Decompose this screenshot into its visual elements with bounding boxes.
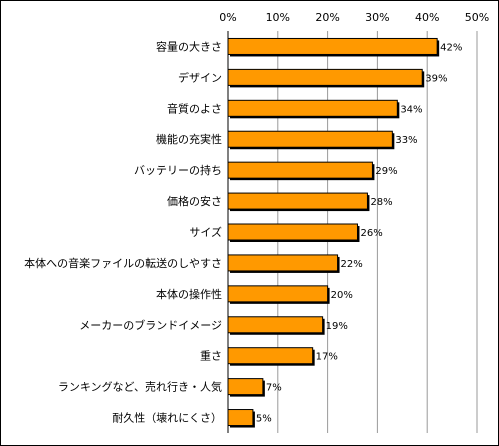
- data-label: 22%: [341, 259, 363, 270]
- x-tick-label: 20%: [315, 11, 339, 24]
- x-tick-label: 50%: [465, 11, 489, 24]
- category-label: 本体の操作性: [156, 287, 222, 301]
- category-label: 機能の充実性: [156, 132, 222, 146]
- x-tick-label: 30%: [365, 11, 389, 24]
- bar: [227, 285, 329, 303]
- bar: [227, 347, 314, 365]
- data-label: 20%: [331, 290, 353, 301]
- bar-layer: [227, 37, 440, 428]
- bar: [227, 99, 398, 117]
- bar: [227, 37, 438, 55]
- category-label: 価格の安さ: [167, 194, 222, 208]
- category-label: バッテリーの持ち: [134, 163, 222, 177]
- category-label: メーカーのブランドイメージ: [79, 318, 222, 332]
- data-label: 39%: [425, 73, 447, 84]
- category-label: 耐久性（壊れにくさ）: [112, 411, 222, 425]
- bar: [227, 316, 324, 334]
- category-label: 容量の大きさ: [156, 39, 222, 53]
- data-label: 33%: [395, 135, 417, 146]
- bar: [227, 409, 254, 427]
- x-tick-label: 40%: [415, 11, 439, 24]
- data-label: 34%: [400, 104, 422, 115]
- grid-layer: [277, 31, 478, 433]
- bar: [227, 130, 393, 148]
- bar: [227, 223, 358, 241]
- x-tick-label: 0%: [219, 11, 236, 24]
- data-labels: 42% 39% 34% 33% 29% 28% 26% 22% 20% 19% 17% 7% 5%: [256, 42, 462, 424]
- data-label: 26%: [360, 228, 382, 239]
- category-label: 本体への音楽ファイルの転送のしやすさ: [24, 256, 222, 270]
- category-label: 重さ: [200, 349, 222, 363]
- data-label: 5%: [256, 414, 272, 425]
- data-label: 19%: [326, 321, 348, 332]
- data-label: 42%: [440, 42, 462, 53]
- data-label: 28%: [370, 197, 392, 208]
- category-label: サイズ: [189, 225, 222, 239]
- bar: [227, 378, 264, 396]
- category-label: ランキングなど、売れ行き・人気: [58, 380, 222, 394]
- category-labels: 容量の大きさデザイン音質のよさ機能の充実性バッテリーの持ち価格の安さサイズ本体へ…: [24, 39, 222, 424]
- category-label: 音質のよさ: [167, 101, 222, 115]
- bar: [227, 192, 368, 210]
- bar: [227, 254, 339, 272]
- category-label: デザイン: [178, 70, 222, 84]
- data-label: 17%: [316, 352, 338, 363]
- x-tick-label: 10%: [266, 11, 290, 24]
- bar: [227, 68, 423, 86]
- data-label: 29%: [375, 166, 397, 177]
- data-label: 7%: [266, 383, 282, 394]
- x-axis-ticks: 0% 10% 20% 30% 40% 50%: [219, 11, 489, 24]
- bar: [227, 161, 373, 179]
